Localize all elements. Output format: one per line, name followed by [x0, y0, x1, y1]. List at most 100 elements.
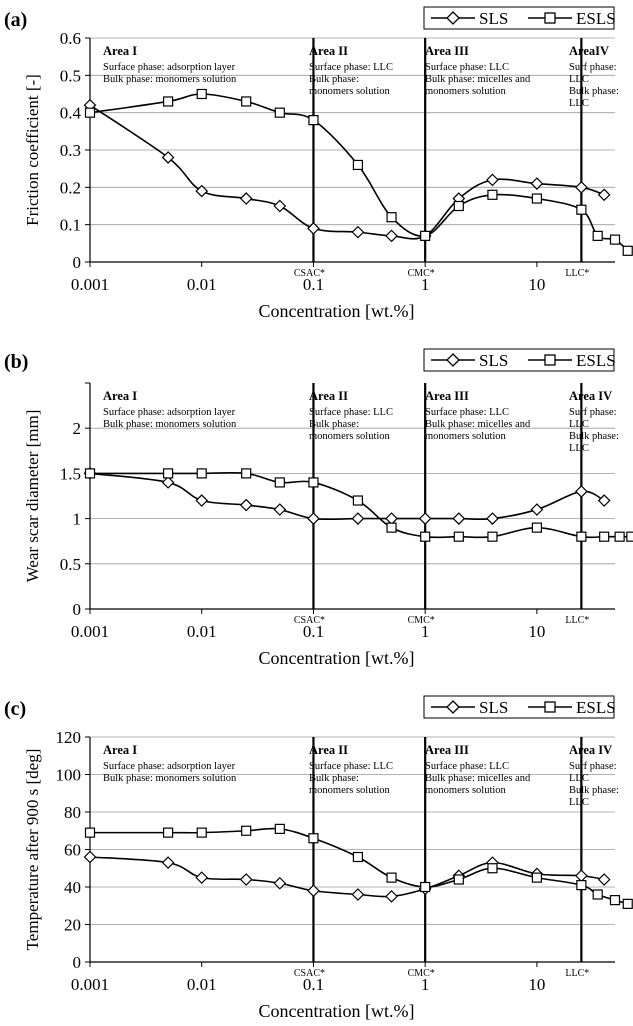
data-point-esls	[599, 531, 610, 542]
y-tick-label: 60	[64, 841, 81, 860]
area-title: Area I	[103, 743, 137, 757]
data-point-esls	[592, 889, 603, 900]
y-tick-label: 80	[64, 803, 81, 822]
area-desc: monomers solution	[425, 86, 507, 97]
panel-label: (b)	[4, 351, 28, 373]
data-point-sls	[351, 225, 365, 239]
boundary-label: CSAC*	[294, 968, 325, 979]
data-point-sls	[418, 512, 432, 525]
data-point-esls	[609, 234, 621, 245]
area-desc: Bulk phase:	[309, 74, 359, 85]
legend-box	[423, 6, 615, 30]
area-desc: Surf phase:	[569, 62, 617, 73]
data-point-esls	[241, 96, 252, 107]
y-tick-label: 2	[73, 419, 82, 438]
data-point-esls	[453, 200, 464, 212]
data-point-sls	[195, 871, 209, 884]
y-tick-label: 0.2	[60, 178, 81, 197]
data-point-esls	[274, 823, 285, 834]
data-point-sls	[530, 177, 544, 190]
legend-marker-square	[544, 354, 556, 366]
legend-label-esls: ESLS	[576, 9, 616, 28]
area-desc: monomers solution	[425, 431, 507, 442]
x-tick-label: 10	[528, 275, 545, 294]
data-point-sls	[161, 856, 175, 869]
data-point-esls	[352, 159, 364, 171]
y-axis-label: Wear scar diameter [mm]	[23, 410, 42, 583]
x-tick-label: 0.1	[303, 975, 324, 994]
y-tick-label: 0.5	[60, 66, 81, 85]
x-axis-label: Concentration [wt.%]	[259, 1001, 415, 1021]
data-point-esls	[84, 107, 96, 118]
y-axis-label: Temperature after 900 s [deg]	[23, 749, 42, 951]
data-point-esls	[241, 825, 252, 836]
data-point-esls	[531, 872, 543, 883]
y-tick-label: 20	[64, 916, 81, 935]
legend: SLS ESLS	[423, 6, 616, 30]
chart-panel-3: (c) SLS ESLS 0 20 40 60 80 100 120 0.001 0.01 0.1 1 10…	[4, 695, 633, 1021]
area-title: Area III	[425, 743, 469, 757]
y-tick-label: 120	[56, 728, 82, 747]
legend-label-sls: SLS	[479, 9, 508, 28]
area-desc: LLC	[569, 74, 589, 85]
series-line-esls	[89, 93, 629, 252]
y-tick-label: 0	[73, 953, 82, 972]
y-tick-label: 100	[56, 766, 82, 785]
area-desc: monomers solution	[425, 785, 507, 796]
x-tick-label: 1	[421, 975, 430, 994]
series-line-esls	[90, 827, 628, 905]
area-title: Area IV	[569, 743, 612, 757]
boundary-label: LLC*	[565, 615, 589, 626]
area-title: Area III	[425, 389, 469, 403]
legend-marker-square	[544, 12, 556, 24]
x-tick-label: 1	[421, 275, 430, 294]
boundary-label: CSAC*	[294, 615, 325, 626]
data-point-esls	[274, 107, 285, 118]
area-desc: Bulk phase: monomers solution	[103, 773, 237, 784]
data-point-esls	[352, 851, 364, 863]
boundary-label: CMC*	[408, 268, 435, 279]
area-desc: LLC	[569, 443, 589, 454]
data-point-sls	[385, 229, 398, 243]
legend-marker-square	[544, 701, 556, 713]
data-point-sls	[273, 503, 287, 516]
y-tick-label: 0.6	[60, 29, 81, 48]
area-desc: Surface phase: adsorption layer	[103, 761, 236, 772]
y-tick-label: 40	[64, 878, 81, 897]
data-point-sls	[486, 173, 499, 187]
data-point-esls	[576, 531, 587, 542]
y-tick-label: 0.4	[60, 104, 82, 123]
area-title: Area I	[103, 44, 137, 58]
data-point-esls	[386, 872, 397, 883]
x-axis-label: Concentration [wt.%]	[259, 648, 415, 668]
data-point-sls	[597, 873, 611, 886]
data-point-esls	[308, 115, 319, 126]
data-point-sls	[575, 485, 588, 498]
area-desc: Surface phase: LLC	[425, 407, 509, 418]
data-point-esls	[592, 230, 603, 241]
y-tick-label: 1.5	[60, 464, 81, 483]
boundary-label: CMC*	[408, 968, 435, 979]
area-title: Area II	[309, 743, 348, 757]
data-point-esls	[576, 204, 587, 215]
area-desc: LLC	[569, 797, 589, 808]
area-desc: Surface phase: adsorption layer	[103, 62, 236, 73]
data-point-esls	[453, 531, 464, 542]
data-point-sls	[597, 188, 611, 202]
data-point-sls	[486, 512, 499, 525]
area-desc: Bulk phase:	[309, 419, 359, 430]
y-tick-label: 0	[73, 253, 82, 272]
legend-box	[423, 348, 615, 372]
data-point-esls	[420, 881, 431, 893]
area-desc: Bulk phase: micelles and	[425, 74, 531, 85]
x-tick-label: 0.001	[71, 622, 109, 641]
area-desc: Bulk phase: monomers solution	[103, 74, 237, 85]
area-desc: monomers solution	[309, 86, 391, 97]
area-desc: LLC	[569, 419, 589, 430]
data-point-sls	[575, 869, 588, 883]
data-point-esls	[241, 468, 252, 479]
data-point-sls	[239, 498, 253, 512]
y-axis-label: Friction coefficient [-]	[23, 74, 42, 226]
area-desc: Bulk phase:	[569, 785, 619, 796]
